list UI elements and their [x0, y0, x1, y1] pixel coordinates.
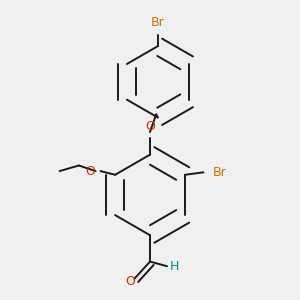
- Text: O: O: [125, 275, 135, 288]
- Text: Br: Br: [213, 166, 226, 179]
- Text: O: O: [145, 120, 155, 133]
- Text: Br: Br: [151, 16, 165, 29]
- Text: H: H: [169, 260, 179, 273]
- Text: O: O: [86, 165, 96, 178]
